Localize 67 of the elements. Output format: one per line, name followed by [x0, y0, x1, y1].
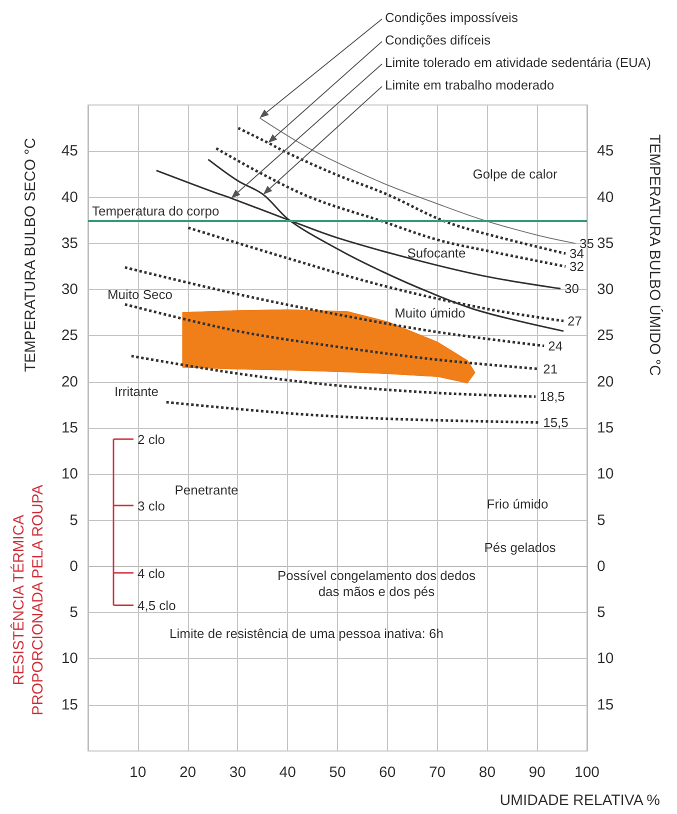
- y2-tick-label: 25: [597, 327, 614, 344]
- annotation: Irritante: [114, 384, 159, 399]
- x-tick-label: 100: [574, 764, 600, 781]
- y2-tick-label: 10: [597, 466, 614, 483]
- y2-tick-label: 15: [597, 696, 614, 714]
- y-tick-label: 35: [61, 234, 78, 252]
- annotation: 3 clo: [138, 498, 165, 513]
- series-label: 30: [564, 281, 580, 296]
- series-label: 24: [548, 338, 563, 354]
- annotation: 4 clo: [138, 565, 165, 580]
- annotation: Pés gelados: [484, 540, 556, 555]
- annotation: 4,5 clo: [138, 598, 176, 613]
- y2-tick-label: 5: [597, 512, 606, 529]
- ref-line-label: Temperatura do corpo: [92, 203, 220, 218]
- annotation: Frio úmido: [486, 496, 548, 511]
- x-tick-label: 20: [179, 764, 196, 781]
- x-tick-label: 90: [528, 764, 546, 781]
- y2-tick-label: 30: [597, 281, 614, 298]
- x-tick-label: 50: [329, 764, 346, 781]
- y2-tick-label: 5: [597, 604, 606, 622]
- x-tick-label: 10: [130, 764, 146, 781]
- y-tick-label: 5: [70, 604, 78, 622]
- annotation: Limite em trabalho moderado: [385, 77, 554, 92]
- line-series: [165, 400, 540, 424]
- y-tick-label: 5: [70, 512, 78, 529]
- y-axis-title: TEMPERATURA BULBO SECO °C: [22, 138, 38, 372]
- x-tick-label: 60: [379, 764, 396, 781]
- y-tick-label: 40: [61, 188, 78, 206]
- y2-tick-label: 10: [597, 650, 614, 668]
- series-label: 27: [568, 313, 582, 328]
- annotation: Limite tolerado em atividade sedentária (EUA): [385, 54, 651, 70]
- y2-tick-label: 40: [597, 188, 614, 206]
- y-tick-label: 20: [61, 373, 78, 390]
- y-tick-label: 15: [61, 696, 78, 714]
- y-tick-label: 10: [61, 466, 78, 483]
- annotation: Muito Seco: [107, 286, 173, 302]
- series-label: 32: [570, 259, 584, 274]
- y2-axis-title: TEMPERATURA BULBO ÚMIDO °C: [646, 134, 664, 376]
- text: RESISTÊNCIA TÉRMICA PROPORCIONADA PELA ROUPA: [9, 484, 46, 716]
- annotation: Sufocante: [407, 245, 466, 260]
- y2-tick-label: 20: [597, 373, 614, 390]
- y-tick-label: 15: [61, 420, 78, 436]
- x-axis-title: UMIDADE RELATIVA %: [500, 792, 660, 808]
- y2-tick-label: 35: [597, 234, 614, 252]
- y2-tick-label: 0: [597, 558, 606, 575]
- annotation: Limite de resistência de uma pessoa inativa: 6h: [170, 625, 444, 640]
- y-tick-label: 30: [61, 281, 78, 298]
- y2-tick-label: 15: [597, 420, 614, 436]
- annotation: Muito úmido: [394, 305, 466, 320]
- annotation: Condições impossíveis: [385, 10, 518, 24]
- y-tick-label: 10: [61, 650, 78, 668]
- annotation: Possível congelamento dos dedos das mãos e dos pés: [277, 567, 476, 599]
- series-label: 15,5: [543, 414, 568, 430]
- y-tick-label: 45: [61, 142, 78, 160]
- annotation: Penetrante: [174, 482, 238, 498]
- x-tick-label: 80: [478, 764, 496, 781]
- x-tick-label: 70: [428, 764, 446, 781]
- y-tick-label: 0: [70, 558, 78, 575]
- annotation: Golpe de calor: [472, 166, 558, 181]
- x-tick-label: 30: [229, 764, 246, 781]
- annotation: 2 clo: [138, 432, 165, 447]
- y2-tick-label: 45: [597, 142, 614, 160]
- x-tick-label: 40: [279, 764, 296, 781]
- series-label: 18,5: [540, 389, 565, 404]
- y-tick-label: 25: [61, 327, 78, 344]
- series-label: 21: [543, 361, 558, 376]
- annotation: Condições difíceis: [385, 32, 491, 47]
